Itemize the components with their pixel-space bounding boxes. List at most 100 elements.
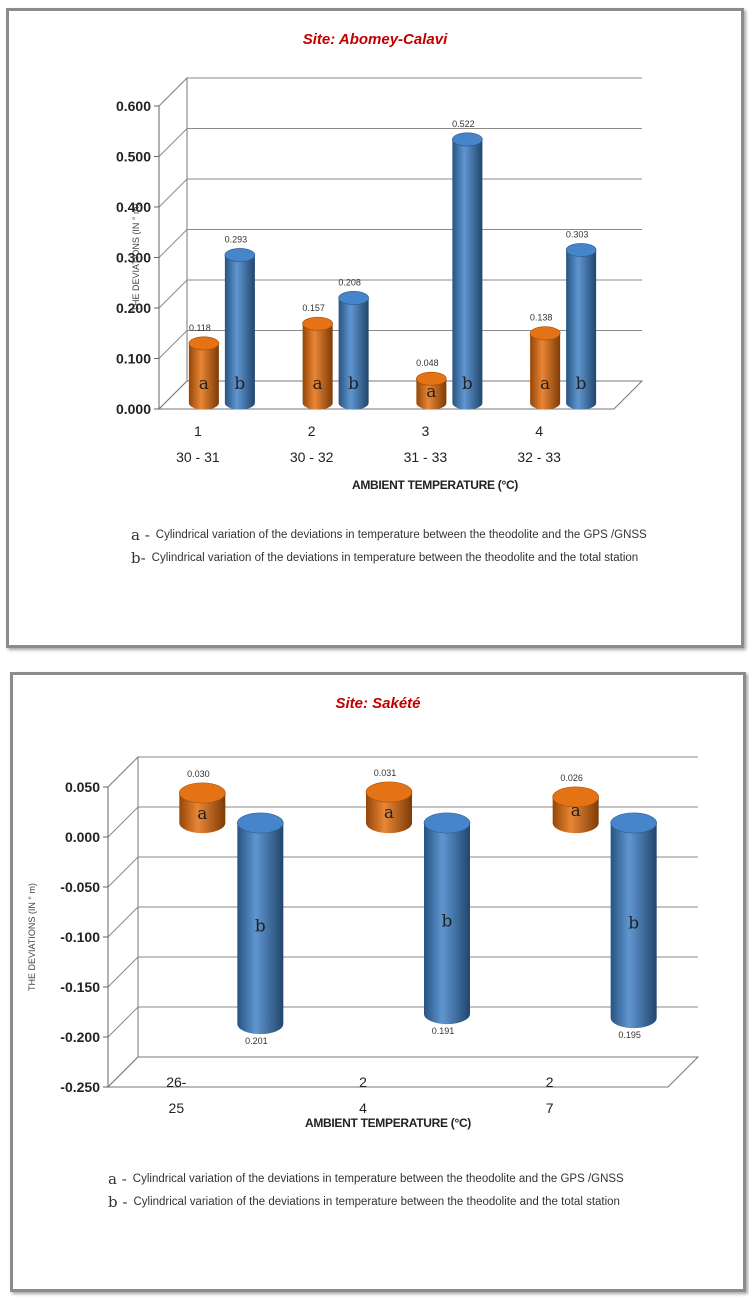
- bar-letter: a: [313, 374, 323, 394]
- bar-body: [188, 343, 219, 410]
- legend-text-b: Cylindrical variation of the deviations …: [151, 552, 639, 564]
- bar-b-1: b 0.201: [237, 812, 284, 1046]
- legend-item-a: a - Cylindrical variation of the deviati…: [108, 1171, 668, 1188]
- x-tick-label: 4: [359, 1100, 367, 1116]
- data-label: 0.026: [560, 773, 583, 783]
- bar-letter: b: [348, 374, 359, 394]
- bar-a-3: a 0.048: [416, 358, 447, 410]
- gridline: [107, 906, 698, 938]
- x-axis-title: AMBIENT TEMPERATURE (°C): [305, 1116, 471, 1130]
- y-tick-label: -0.150: [60, 979, 100, 995]
- data-label: 0.191: [432, 1026, 455, 1036]
- gridline: [107, 956, 698, 988]
- bar-letter: a: [571, 801, 581, 821]
- bar-body: [366, 792, 412, 834]
- bar-body: [566, 249, 597, 410]
- y-tick-label: 0.400: [116, 199, 151, 215]
- chart-plot-sakete: 0.050 0.000 -0.050 -0.100 -0.150 -0.200 -0.250…: [27, 755, 700, 1130]
- bar-a-2: a 0.157: [302, 303, 333, 410]
- y-tick-label: 0.200: [116, 300, 151, 316]
- bar-b-4: b 0.303: [565, 229, 597, 410]
- bar-letter: a: [384, 803, 394, 823]
- chart-panel-abomey-calavi: Site: Abomey-Calavi 0.600 0.500 0.400 0.300…: [6, 8, 744, 648]
- floor-plane: [106, 1056, 700, 1088]
- data-label: 0.303: [566, 229, 589, 239]
- gridline: [158, 77, 642, 107]
- gridline: [158, 330, 642, 359]
- bar-letter: a: [540, 374, 550, 394]
- y-tick-label: 0.000: [65, 829, 100, 845]
- bar-b-1: b 0.293: [224, 234, 256, 410]
- y-tick-label: 0.300: [116, 250, 151, 266]
- x-tick-label: 3: [421, 423, 429, 439]
- gridline: [107, 806, 698, 838]
- legend-key-b: b-: [131, 549, 146, 567]
- y-tick-label: -0.200: [60, 1029, 100, 1045]
- gridline: [107, 856, 698, 888]
- bar-cap: [416, 371, 447, 386]
- x-tick-label: 2: [308, 423, 316, 439]
- gridline: [158, 178, 642, 208]
- y-tick-label: 0.500: [116, 149, 151, 165]
- chart-panel-sakete: Site: Sakété 0.050 0.000 -0.050 -0.100 -0.15…: [10, 672, 746, 1292]
- data-label: 0.118: [189, 323, 211, 333]
- chart-plot-abomey-calavi: 0.600 0.500 0.400 0.300 0.200 0.100 0.000 THE D…: [116, 76, 644, 492]
- x-tick-label: 2: [546, 1074, 554, 1090]
- bar-cap: [529, 326, 561, 341]
- bar-letter: a: [426, 382, 436, 402]
- gridline: [107, 756, 698, 788]
- bar-cap: [179, 782, 226, 804]
- legend-text-b: Cylindrical variation of the deviations …: [133, 1196, 620, 1208]
- y-tick-label: -0.050: [60, 879, 100, 895]
- data-label: 0.031: [374, 768, 397, 778]
- bar-cap: [452, 132, 483, 147]
- x-tick-label: 2: [359, 1074, 367, 1090]
- legend-item-b: b- Cylindrical variation of the deviatio…: [131, 550, 701, 567]
- bar-letter: b: [462, 374, 473, 394]
- bar-body: [424, 823, 471, 1025]
- bar-b-2: b 0.208: [338, 277, 369, 410]
- y-axis-title: THE DEVIATIONS (IN ° m): [131, 204, 141, 312]
- data-label: 0.030: [187, 769, 210, 779]
- gridline: [158, 229, 642, 258]
- bar-body: [416, 378, 447, 410]
- x-tick-label: 4: [535, 423, 543, 439]
- y-tick-label: 0.600: [116, 98, 151, 114]
- bar-letter: b: [255, 917, 266, 937]
- bar-body: [338, 297, 369, 410]
- data-label: 0.195: [618, 1030, 641, 1040]
- chart-title: Site: Abomey-Calavi: [302, 31, 448, 48]
- y-tick-label: -0.100: [60, 929, 100, 945]
- bar-a-2: a 0.031: [365, 768, 413, 834]
- x-tick-label: 26-: [166, 1074, 187, 1090]
- chart-title: Site: Sakété: [335, 695, 421, 712]
- bar-letter: a: [199, 374, 209, 394]
- bar-a-1: a 0.118: [188, 323, 220, 410]
- bar-letter: b: [234, 374, 245, 394]
- x-tick-label: 30 - 31: [176, 449, 220, 465]
- legend-key-a: a -: [131, 526, 150, 544]
- bar-body: [237, 823, 284, 1035]
- bar-body: [452, 139, 483, 410]
- bar-body: [610, 823, 657, 1029]
- bar-body: [302, 323, 333, 410]
- x-tick-label: 25: [169, 1100, 185, 1116]
- bar-cap: [610, 812, 657, 834]
- bar-cap: [237, 812, 284, 834]
- bar-a-4: a 0.138: [529, 313, 561, 410]
- bar-b-3: b 0.195: [610, 812, 657, 1040]
- y-tick-label: 0.050: [65, 779, 100, 795]
- bar-b-3: b 0.522: [452, 119, 483, 410]
- y-tick-label: 0.000: [116, 401, 151, 417]
- bar-cap: [338, 291, 369, 305]
- bar-a-3: a 0.026: [552, 773, 599, 834]
- legend-text-a: Cylindrical variation of the deviations …: [155, 529, 647, 541]
- x-tick-label: 1: [194, 423, 202, 439]
- data-label: 0.048: [416, 358, 439, 368]
- bar-letter: b: [628, 914, 639, 934]
- gridline: [158, 279, 642, 309]
- bar-cap: [565, 243, 597, 257]
- bar-a-1: a 0.030: [179, 769, 226, 834]
- y-tick-label: -0.250: [60, 1079, 100, 1095]
- x-tick-label: 31 - 33: [404, 449, 448, 465]
